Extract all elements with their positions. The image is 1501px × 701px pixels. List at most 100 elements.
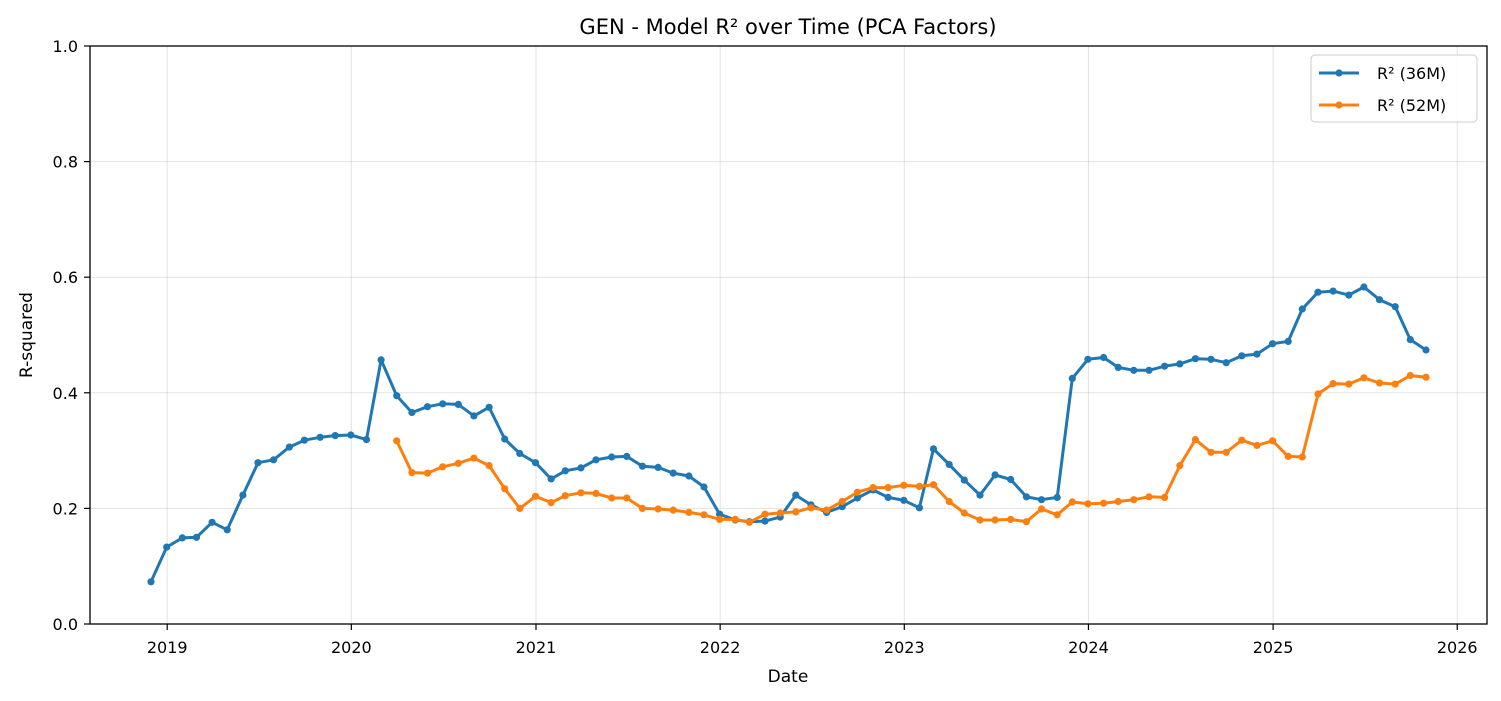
legend-marker <box>1335 101 1343 109</box>
data-point <box>1114 497 1122 506</box>
data-point <box>1314 390 1322 398</box>
data-point <box>685 472 693 480</box>
chart-title: GEN - Model R² over Time (PCA Factors) <box>579 15 996 39</box>
data-point <box>423 403 432 411</box>
data-point <box>1191 436 1199 444</box>
data-point <box>393 437 401 445</box>
data-point <box>501 485 509 493</box>
data-point <box>1298 305 1306 313</box>
data-point <box>991 516 999 524</box>
x-tick-label: 2020 <box>331 638 372 657</box>
y-tick-label: 0.8 <box>53 153 78 172</box>
data-point <box>1130 366 1138 374</box>
data-point <box>700 511 708 519</box>
legend-label: R² (36M) <box>1377 64 1446 83</box>
data-point <box>239 491 247 499</box>
data-point <box>608 453 616 461</box>
data-point <box>669 469 677 477</box>
data-point <box>716 515 724 524</box>
data-point <box>1222 448 1230 456</box>
data-point <box>1391 380 1399 388</box>
data-point <box>377 356 385 364</box>
data-point <box>792 508 800 516</box>
plot-frame <box>89 45 1488 625</box>
data-point <box>1253 441 1261 449</box>
data-point <box>531 492 540 500</box>
data-point <box>654 463 662 471</box>
legend-marker <box>1335 69 1343 77</box>
data-point <box>1360 283 1368 291</box>
data-point <box>1314 288 1322 296</box>
legend-label: R² (52M) <box>1377 96 1446 115</box>
data-point <box>1269 437 1277 445</box>
data-point <box>316 433 324 441</box>
data-point <box>516 504 524 512</box>
data-point <box>1053 511 1061 519</box>
data-point <box>884 493 892 501</box>
data-point <box>485 403 493 411</box>
y-axis-label: R-squared <box>17 292 37 378</box>
data-point <box>1176 360 1184 368</box>
data-point <box>1207 355 1215 363</box>
data-point <box>792 491 800 499</box>
data-point <box>776 509 784 517</box>
data-point <box>716 510 724 518</box>
data-point <box>960 476 968 484</box>
x-tick-label: 2024 <box>1068 638 1109 657</box>
data-point <box>1161 362 1169 370</box>
data-point <box>900 496 908 504</box>
legend-item: R² (52M) <box>1319 96 1446 115</box>
data-point <box>929 481 938 489</box>
data-point <box>1100 353 1108 362</box>
data-point <box>838 497 846 506</box>
x-tick-label: 2025 <box>1253 638 1294 657</box>
data-point <box>976 516 984 524</box>
data-point <box>454 459 462 467</box>
legend: R² (36M) R² (52M) <box>1310 54 1478 123</box>
data-point <box>1391 303 1399 311</box>
data-point <box>254 459 262 467</box>
data-point <box>1084 355 1092 363</box>
data-point <box>1222 359 1230 367</box>
data-point <box>1406 371 1414 380</box>
data-point <box>592 489 600 497</box>
data-point <box>547 475 555 483</box>
data-point <box>1375 379 1384 387</box>
data-point <box>1207 448 1215 456</box>
data-point <box>1007 515 1015 524</box>
data-point <box>393 392 401 400</box>
data-point <box>454 400 462 408</box>
data-point <box>1161 493 1169 501</box>
data-point <box>608 494 616 502</box>
data-point <box>423 469 432 477</box>
data-point <box>915 504 924 512</box>
data-point <box>638 504 647 512</box>
data-point <box>561 467 569 475</box>
data-point <box>685 508 693 516</box>
data-point <box>869 484 877 492</box>
data-point <box>439 400 447 408</box>
x-tick-label: 2019 <box>147 638 188 657</box>
data-point <box>1329 287 1337 295</box>
data-point <box>531 459 540 467</box>
x-tick-label: 2026 <box>1437 638 1478 657</box>
data-point <box>470 454 478 462</box>
data-point <box>1145 493 1153 501</box>
data-point <box>654 505 662 513</box>
data-point <box>731 515 739 524</box>
data-point <box>223 526 231 534</box>
legend-item: R² (36M) <box>1319 64 1446 83</box>
data-point <box>1345 380 1353 388</box>
data-point <box>853 494 862 502</box>
data-point <box>945 497 953 506</box>
data-point <box>915 482 924 490</box>
data-point <box>945 460 953 469</box>
data-point <box>1130 496 1138 504</box>
data-point <box>761 510 769 518</box>
data-point <box>1145 366 1153 374</box>
data-point <box>501 435 509 443</box>
data-point <box>1329 380 1337 388</box>
y-tick-label: 0.6 <box>53 268 78 287</box>
data-point <box>960 509 968 517</box>
